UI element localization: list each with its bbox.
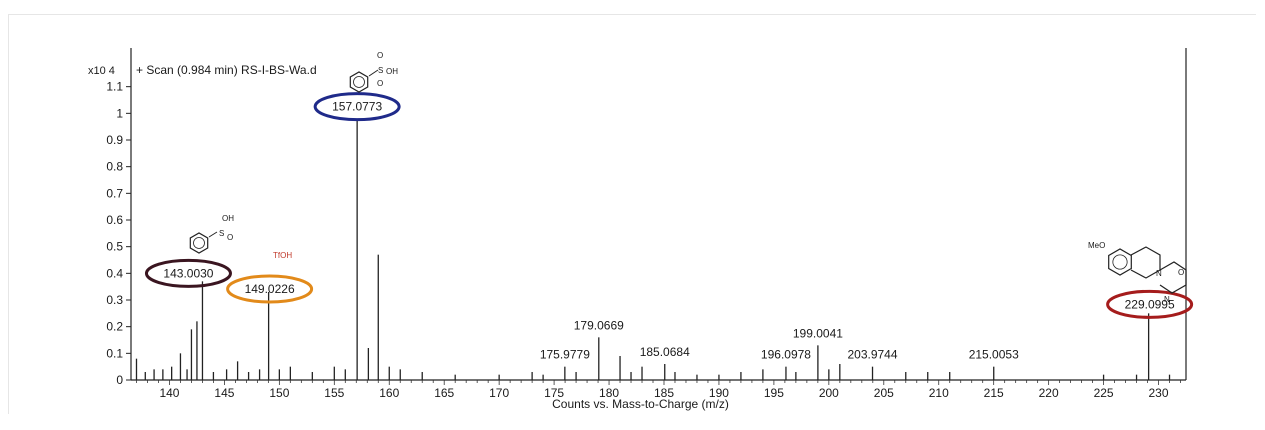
structure-atom-label: N	[1156, 269, 1162, 278]
benzene-ring-icon	[349, 71, 369, 93]
structure-atom-label: O	[227, 233, 233, 242]
bond-line	[368, 69, 379, 77]
x-axis-title: Counts vs. Mass-to-Charge (m/z)	[552, 397, 729, 411]
y-tick-label: 0.6	[106, 213, 123, 227]
peak-highlight-ellipse	[226, 274, 314, 304]
structure-atom-label: S	[378, 66, 383, 75]
peak-annotation-label: 203.9744	[847, 348, 897, 362]
x-tick-label: 195	[764, 386, 784, 400]
peak-annotation-label: 196.0978	[761, 348, 811, 362]
structure-atom-label: MeO	[1088, 241, 1105, 250]
peak-highlight-ellipse	[313, 92, 401, 122]
y-tick-label: 0.8	[106, 160, 123, 174]
peak-annotation-label: 149.0226	[245, 282, 295, 296]
benzene-ring-icon-inner	[1112, 254, 1128, 270]
x-tick-label: 165	[434, 386, 454, 400]
y-tick-label: 0	[116, 373, 123, 387]
x-tick-label: 210	[929, 386, 949, 400]
x-tick-label: 205	[874, 386, 894, 400]
y-tick-label: 0.2	[106, 320, 123, 334]
x-tick-label: 215	[984, 386, 1004, 400]
chart-frame	[8, 14, 1256, 414]
y-multiplier-label: x10 4	[88, 65, 115, 77]
x-tick-label: 200	[819, 386, 839, 400]
y-tick-label: 1	[116, 106, 123, 120]
benzene-ring-icon	[189, 232, 209, 254]
x-tick-label: 140	[159, 386, 179, 400]
y-tick-label: 1.1	[106, 80, 123, 94]
peak-annotation-label: 179.0669	[574, 318, 624, 332]
pyrazinone-ring-icon	[1159, 261, 1187, 294]
peak-highlight-ellipse	[1106, 289, 1194, 319]
y-tick-label: 0.4	[106, 266, 123, 280]
structure-atom-label: O	[377, 51, 383, 60]
x-tick-label: 160	[379, 386, 399, 400]
x-tick-label: 175	[544, 386, 564, 400]
structure-atom-label: S	[219, 229, 224, 238]
benzene-ring-icon	[1108, 248, 1132, 276]
peak-annotation-label: 157.0773	[332, 100, 382, 114]
y-tick-label: 0.1	[106, 346, 123, 360]
peak-annotation-label: 143.0030	[163, 266, 213, 280]
structure-atom-label: O	[377, 79, 383, 88]
structure-atom-label: N	[1164, 295, 1170, 304]
x-tick-label: 145	[214, 386, 234, 400]
x-tick-label: 230	[1149, 386, 1169, 400]
benzene-ring-icon-inner	[193, 237, 205, 249]
x-tick-label: 225	[1094, 386, 1114, 400]
y-tick-label: 0.5	[106, 240, 123, 254]
structure-atom-label: O	[1178, 268, 1184, 277]
bond-line	[208, 231, 218, 238]
structure-atom-label: TfOH	[273, 251, 292, 260]
peak-annotation-label: 215.0053	[969, 348, 1019, 362]
peak-annotation-label: 185.0684	[640, 345, 690, 359]
chart-title: + Scan (0.984 min) RS-I-BS-Wa.d	[136, 63, 317, 77]
x-tick-label: 180	[599, 386, 619, 400]
x-tick-label: 155	[324, 386, 344, 400]
x-tick-label: 190	[709, 386, 729, 400]
x-tick-label: 170	[489, 386, 509, 400]
y-tick-label: 0.9	[106, 133, 123, 147]
structure-atom-label: OH	[386, 67, 398, 76]
benzene-ring-icon-inner	[353, 76, 365, 88]
saturated-ring-icon	[1130, 246, 1161, 279]
structure-atom-label: OH	[222, 214, 234, 223]
x-tick-label: 150	[269, 386, 289, 400]
peak-annotation-label: 175.9779	[540, 348, 590, 362]
peak-highlight-ellipse	[144, 258, 232, 288]
y-tick-label: 0.3	[106, 293, 123, 307]
x-tick-label: 220	[1039, 386, 1059, 400]
y-tick-label: 0.7	[106, 186, 123, 200]
x-tick-label: 185	[654, 386, 674, 400]
peak-annotation-label: 229.0995	[1125, 297, 1175, 311]
peak-annotation-label: 199.0041	[793, 326, 843, 340]
